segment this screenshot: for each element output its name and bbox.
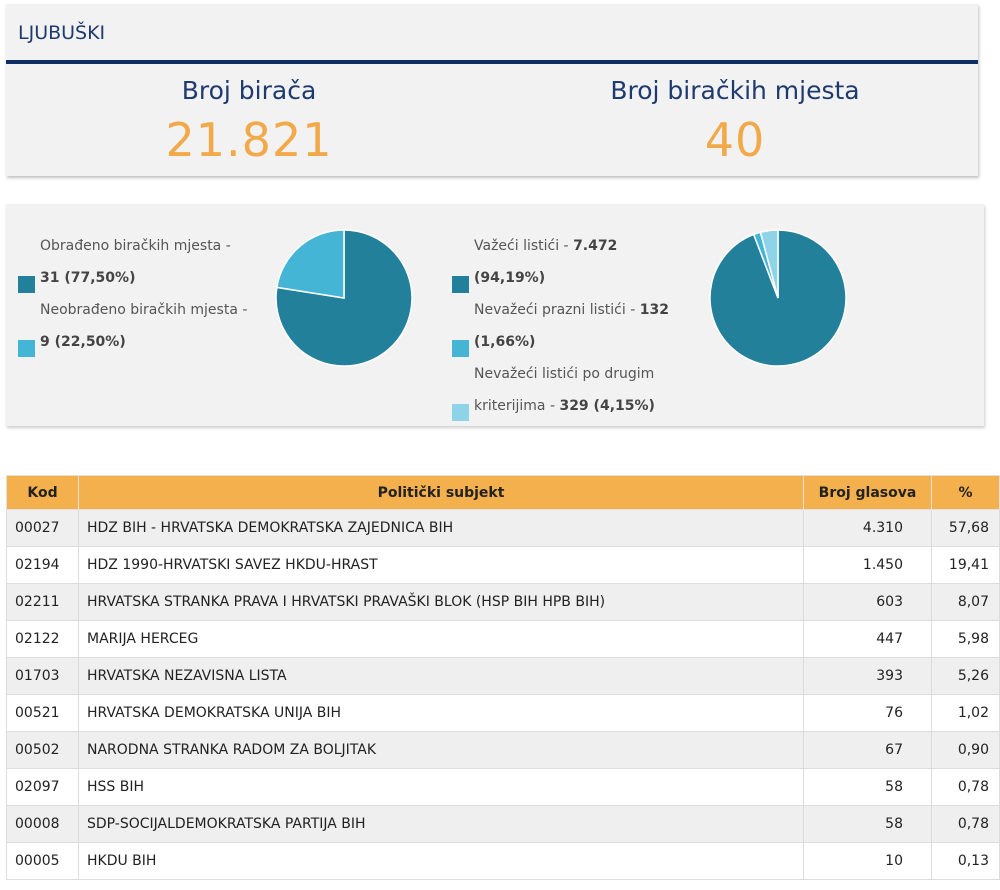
cell-party: HRVATSKA DEMOKRATSKA UNIJA BIH xyxy=(78,694,804,732)
cell-code: 00502 xyxy=(6,731,79,769)
legend-value: 31 (77,50%) xyxy=(40,270,136,286)
legend-text: Obrađeno biračkih mjesta - xyxy=(40,238,231,254)
cell-votes: 603 xyxy=(803,583,932,621)
stations-value: 40 xyxy=(704,113,766,167)
legend-item-invalid-other: Nevažeći listići po drugim kriterijima -… xyxy=(452,358,672,422)
cell-votes: 76 xyxy=(803,694,932,732)
cell-code: 00027 xyxy=(6,509,79,547)
cell-percent: 0,78 xyxy=(931,768,1000,806)
cell-votes: 67 xyxy=(803,731,932,769)
header-divider xyxy=(6,60,978,64)
voters-stat: Broj birača 21.821 xyxy=(6,76,492,167)
legend-item-unprocessed: Neobrađeno biračkih mjesta - 9 (22,50%) xyxy=(18,294,258,358)
cell-percent: 19,41 xyxy=(931,546,1000,584)
results-table: Kod Politički subjekt Broj glasova % 000… xyxy=(6,475,1000,880)
table-row: 02211 HRVATSKA STRANKA PRAVA I HRVATSKI P… xyxy=(6,583,1000,621)
legend-text: Neobrađeno biračkih mjesta - xyxy=(40,302,248,318)
cell-votes: 4.310 xyxy=(803,509,932,547)
pie-slice[interactable] xyxy=(275,229,345,299)
cell-party: NARODNA STRANKA RADOM ZA BOLJITAK xyxy=(78,731,804,769)
cell-party: HRVATSKA STRANKA PRAVA I HRVATSKI PRAVAŠ… xyxy=(78,583,804,621)
table-row: 00521 HRVATSKA DEMOKRATSKA UNIJA BIH 76 1,0… xyxy=(6,694,1000,732)
charts-card: Obrađeno biračkih mjesta - 31 (77,50%) N… xyxy=(6,204,984,426)
cell-code: 02194 xyxy=(6,546,79,584)
legend-swatch xyxy=(18,276,35,293)
legend-text-line2: kriterijima - xyxy=(474,398,555,414)
table-row: 02194 HDZ 1990-HRVATSKI SAVEZ HKDU-HRAST 1… xyxy=(6,546,1000,584)
stations-label: Broj biračkih mjesta xyxy=(610,76,860,105)
cell-party: HKDU BIH xyxy=(78,842,804,880)
cell-votes: 10 xyxy=(803,842,932,880)
table-row: 00008 SDP-SOCIJALDEMOKRATSKA PARTIJA BIH 5… xyxy=(6,805,1000,843)
table-row: 00027 HDZ BIH - HRVATSKA DEMOKRATSKA ZAJE… xyxy=(6,509,1000,547)
cell-votes: 58 xyxy=(803,805,932,843)
header-votes[interactable]: Broj glasova xyxy=(803,475,932,510)
cell-code: 00008 xyxy=(6,805,79,843)
cell-code: 02097 xyxy=(6,768,79,806)
header-percent[interactable]: % xyxy=(931,475,1000,510)
cell-votes: 393 xyxy=(803,657,932,695)
cell-code: 02122 xyxy=(6,620,79,658)
cell-percent: 5,26 xyxy=(931,657,1000,695)
legend-value: 329 (4,15%) xyxy=(559,398,655,414)
stations-pie-chart xyxy=(275,229,413,367)
legend-swatch xyxy=(18,340,35,357)
municipality-title: LJUBUŠKI xyxy=(18,22,106,44)
cell-code: 00005 xyxy=(6,842,79,880)
legend-item-valid: Važeći listići - 7.472 (94,19%) xyxy=(452,230,672,294)
ballots-pie-chart xyxy=(709,229,847,367)
voters-value: 21.821 xyxy=(165,113,333,167)
table-header-row: Kod Politički subjekt Broj glasova % xyxy=(6,475,1000,510)
legend-value: (94,19%) xyxy=(474,270,546,286)
table-row: 00005 HKDU BIH 10 0,13 xyxy=(6,842,1000,880)
legend-text: Nevažeći prazni listići - xyxy=(474,302,636,318)
table-row: 01703 HRVATSKA NEZAVISNA LISTA 393 5,26 xyxy=(6,657,1000,695)
legend-item-invalid-empty: Nevažeći prazni listići - 132 (1,66%) xyxy=(452,294,672,358)
legend-text: Važeći listići - xyxy=(474,238,569,254)
legend-value: (1,66%) xyxy=(474,334,536,350)
cell-party: HSS BIH xyxy=(78,768,804,806)
cell-votes: 1.450 xyxy=(803,546,932,584)
voters-label: Broj birača xyxy=(181,76,317,105)
legend-swatch xyxy=(452,276,469,293)
legend-value-inline: 7.472 xyxy=(573,238,618,254)
legend-swatch xyxy=(452,404,469,421)
header-party[interactable]: Politički subjekt xyxy=(78,475,804,510)
legend-text: Nevažeći listići po drugim xyxy=(474,366,655,382)
legend-value: 9 (22,50%) xyxy=(40,334,126,350)
cell-code: 02211 xyxy=(6,583,79,621)
cell-percent: 57,68 xyxy=(931,509,1000,547)
legend-item-processed: Obrađeno biračkih mjesta - 31 (77,50%) xyxy=(18,230,258,294)
cell-party: SDP-SOCIJALDEMOKRATSKA PARTIJA BIH xyxy=(78,805,804,843)
cell-party: HDZ 1990-HRVATSKI SAVEZ HKDU-HRAST xyxy=(78,546,804,584)
cell-votes: 58 xyxy=(803,768,932,806)
cell-percent: 1,02 xyxy=(931,694,1000,732)
cell-percent: 5,98 xyxy=(931,620,1000,658)
pie-slice[interactable] xyxy=(759,229,779,299)
cell-percent: 0,78 xyxy=(931,805,1000,843)
header-card: LJUBUŠKI Broj birača 21.821 Broj birački… xyxy=(6,4,978,176)
cell-code: 01703 xyxy=(6,657,79,695)
table-row: 00502 NARODNA STRANKA RADOM ZA BOLJITAK 67… xyxy=(6,731,1000,769)
cell-party: HDZ BIH - HRVATSKA DEMOKRATSKA ZAJEDNICA… xyxy=(78,509,804,547)
stations-stat: Broj biračkih mjesta 40 xyxy=(492,76,978,167)
legend-swatch xyxy=(452,340,469,357)
table-row: 02122 MARIJA HERCEG 447 5,98 xyxy=(6,620,1000,658)
cell-party: HRVATSKA NEZAVISNA LISTA xyxy=(78,657,804,695)
cell-percent: 8,07 xyxy=(931,583,1000,621)
header-code[interactable]: Kod xyxy=(6,475,79,510)
cell-percent: 0,90 xyxy=(931,731,1000,769)
stations-legend: Obrađeno biračkih mjesta - 31 (77,50%) N… xyxy=(18,230,258,358)
cell-percent: 0,13 xyxy=(931,842,1000,880)
legend-value-inline: 132 xyxy=(639,302,669,318)
ballots-legend: Važeći listići - 7.472 (94,19%) Nevažeći… xyxy=(452,230,672,422)
table-row: 02097 HSS BIH 58 0,78 xyxy=(6,768,1000,806)
cell-votes: 447 xyxy=(803,620,932,658)
cell-code: 00521 xyxy=(6,694,79,732)
cell-party: MARIJA HERCEG xyxy=(78,620,804,658)
